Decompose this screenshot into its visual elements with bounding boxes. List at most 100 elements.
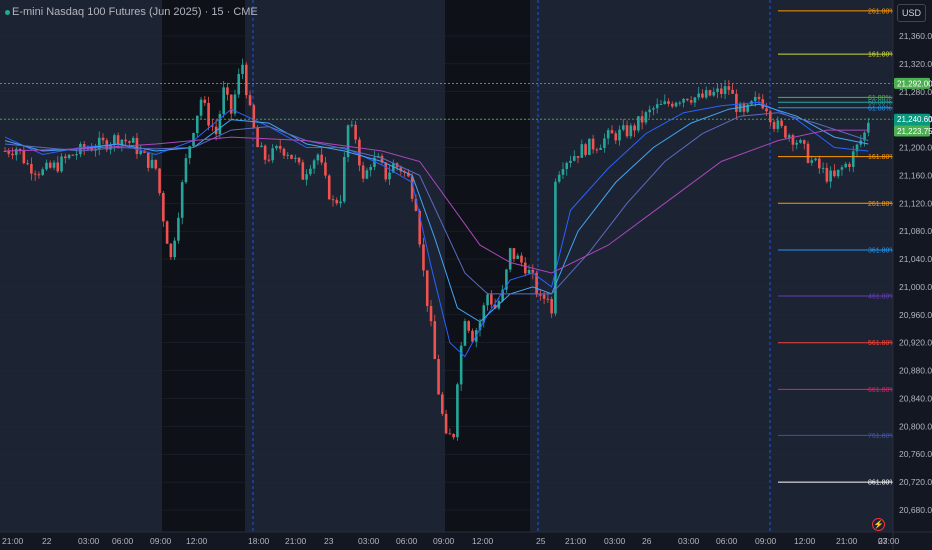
symbol-title[interactable]: E-mini Nasdaq 100 Futures (Jun 2025) · 1…	[5, 6, 258, 18]
time-tick-label: 12:00	[472, 536, 494, 546]
price-tick-label: 21,360.00	[899, 31, 932, 41]
moving-average-line	[4, 103, 869, 323]
candle-body	[192, 133, 195, 147]
candle-body	[486, 294, 489, 306]
candle-body	[293, 157, 297, 159]
moving-average-line	[4, 101, 869, 358]
candle-body	[471, 330, 474, 342]
candle-body	[305, 174, 308, 180]
candle-body	[557, 174, 561, 182]
currency-button[interactable]: USD	[897, 4, 926, 22]
fib-level-label: 261.80%	[868, 201, 896, 208]
candle-body	[309, 168, 312, 175]
candle-body	[603, 138, 606, 148]
price-tick-label: 21,000.00	[899, 282, 932, 292]
candle-body	[267, 159, 271, 161]
candle-body	[674, 102, 678, 107]
time-tick-label: 23	[324, 536, 334, 546]
candle-body	[742, 103, 746, 112]
price-tick-label: 21,320.00	[899, 59, 932, 69]
candle-body	[150, 159, 154, 168]
candle-body	[124, 139, 127, 142]
candle-body	[15, 148, 18, 156]
fib-extension: 261.80% 161.80% 61.80%50.00%61.80% 161.80% 2…	[778, 8, 896, 487]
candle-body	[199, 99, 203, 116]
candle-body	[226, 87, 229, 95]
candle-body	[704, 90, 708, 98]
fib-level-label: 361.80%	[868, 247, 896, 254]
candle-body	[139, 150, 143, 154]
candle-body	[682, 98, 685, 103]
time-tick-label: 09:00	[150, 536, 172, 546]
candle-body	[640, 116, 644, 123]
candle-body	[433, 321, 437, 360]
candle-body	[606, 130, 610, 139]
candle-body	[3, 151, 7, 153]
candle-body	[757, 96, 761, 100]
candle-body	[753, 96, 757, 102]
candle-body	[316, 154, 320, 161]
candle-body	[720, 88, 723, 94]
candle-body	[45, 162, 48, 170]
candle-body	[278, 145, 282, 149]
candle-body	[256, 127, 259, 148]
price-tick-label: 21,200.00	[899, 143, 932, 153]
candle-body	[565, 163, 569, 170]
lightning-icon[interactable]: ⚡	[872, 518, 885, 531]
candle-body	[493, 304, 497, 309]
candle-body	[614, 133, 618, 141]
time-tick-label: 12:00	[186, 536, 208, 546]
fib-level-label: 50.00%	[868, 100, 892, 107]
candle-body	[158, 168, 161, 194]
candle-body	[531, 269, 535, 273]
price-tick-label: 21,040.00	[899, 254, 932, 264]
candle-body	[516, 255, 520, 259]
candle-body	[848, 163, 851, 167]
candle-body	[211, 125, 214, 127]
candle-body	[263, 145, 267, 160]
candle-body	[218, 113, 222, 135]
candle-body	[576, 156, 580, 158]
candle-body	[407, 172, 410, 177]
candle-body	[806, 143, 810, 163]
candle-body	[633, 125, 636, 131]
price-tick-label: 21,080.00	[899, 226, 932, 236]
candle-body	[535, 272, 538, 295]
time-tick-label: 03:00	[604, 536, 626, 546]
candle-body	[177, 217, 180, 241]
candle-body	[97, 137, 101, 150]
candle-body	[275, 145, 278, 149]
candle-body	[113, 135, 116, 145]
candle-body	[195, 115, 199, 134]
candle-body	[437, 359, 440, 395]
candle-body	[354, 124, 357, 140]
candle-body	[791, 135, 795, 145]
candle-body	[727, 86, 731, 90]
candle-body	[18, 148, 22, 151]
candle-body	[248, 95, 252, 106]
candle-body	[339, 201, 342, 204]
candle-body	[26, 163, 29, 165]
candle-body	[410, 176, 414, 199]
price-tick-label: 20,760.00	[899, 449, 932, 459]
fib-level-label: 61.80%	[868, 95, 892, 102]
candle-body	[290, 154, 293, 159]
candle-body	[67, 154, 71, 159]
candle-body	[188, 146, 192, 159]
candle-body	[222, 87, 225, 114]
candle-body	[595, 149, 599, 151]
price-badge	[894, 77, 930, 89]
candle-body	[844, 163, 848, 168]
candle-body	[588, 138, 591, 155]
fib-level-label: 161.80%	[868, 154, 896, 161]
candle-body	[286, 154, 290, 156]
price-tick-label: 20,720.00	[899, 477, 932, 487]
candle-body	[101, 137, 105, 141]
candle-body	[821, 167, 825, 169]
time-tick-label: 21:00	[565, 536, 587, 546]
candle-body	[184, 158, 188, 183]
candle-body	[467, 321, 471, 331]
candle-body	[689, 100, 693, 103]
